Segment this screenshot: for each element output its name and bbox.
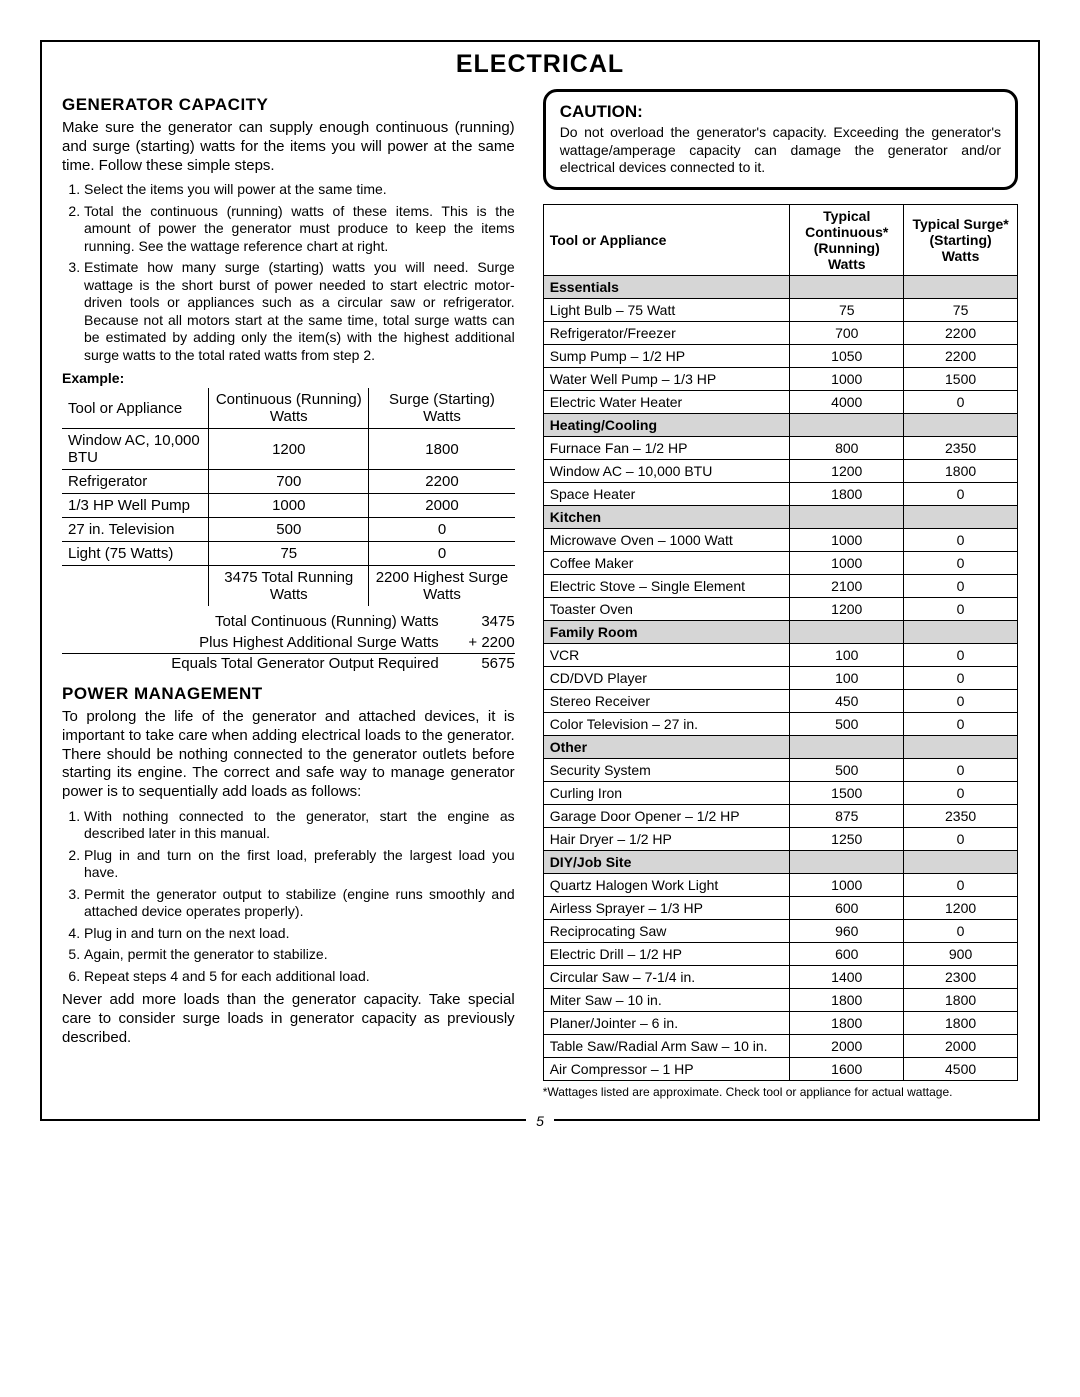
table-row: Garage Door Opener – 1/2 HP8752350 bbox=[543, 804, 1017, 827]
generator-capacity-heading: GENERATOR CAPACITY bbox=[62, 95, 515, 115]
generator-capacity-intro: Make sure the generator can supply enoug… bbox=[62, 119, 515, 175]
calc-value: + 2200 bbox=[455, 633, 515, 653]
table-row: Quartz Halogen Work Light10000 bbox=[543, 873, 1017, 896]
table-row: Light Bulb – 75 Watt7575 bbox=[543, 298, 1017, 321]
table-row: Circular Saw – 7-1/4 in.14002300 bbox=[543, 965, 1017, 988]
table-row: Security System5000 bbox=[543, 758, 1017, 781]
step-item: Plug in and turn on the next load. bbox=[84, 925, 515, 943]
table-row: Window AC – 10,000 BTU12001800 bbox=[543, 459, 1017, 482]
example-header-run: Continuous (Running) Watts bbox=[209, 388, 369, 429]
table-row: Light (75 Watts)750 bbox=[62, 542, 515, 566]
table-row: Refrigerator/Freezer7002200 bbox=[543, 321, 1017, 344]
step-item: Repeat steps 4 and 5 for each additional… bbox=[84, 968, 515, 986]
example-table: Tool or Appliance Continuous (Running) W… bbox=[62, 388, 515, 606]
example-label: Example: bbox=[62, 370, 515, 386]
right-column: CAUTION: Do not overload the generator's… bbox=[543, 89, 1018, 1099]
caution-box: CAUTION: Do not overload the generator's… bbox=[543, 89, 1018, 190]
step-item: Estimate how many surge (starting) watts… bbox=[84, 259, 515, 364]
table-row: Air Compressor – 1 HP16004500 bbox=[543, 1057, 1017, 1080]
step-item: Total the continuous (running) watts of … bbox=[84, 203, 515, 256]
page-frame: ELECTRICAL GENERATOR CAPACITY Make sure … bbox=[40, 40, 1040, 1121]
generator-capacity-steps: Select the items you will power at the s… bbox=[62, 181, 515, 364]
table-row: Stereo Receiver4500 bbox=[543, 689, 1017, 712]
category-row: DIY/Job Site bbox=[543, 850, 1017, 873]
table-row: Water Well Pump – 1/3 HP10001500 bbox=[543, 367, 1017, 390]
table-row: CD/DVD Player1000 bbox=[543, 666, 1017, 689]
table-row: Window AC, 10,000 BTU12001800 bbox=[62, 429, 515, 470]
table-totals-row: 3475 Total Running Watts2200 Highest Sur… bbox=[62, 566, 515, 607]
table-row: Miter Saw – 10 in.18001800 bbox=[543, 988, 1017, 1011]
table-row: Coffee Maker10000 bbox=[543, 551, 1017, 574]
step-item: Select the items you will power at the s… bbox=[84, 181, 515, 199]
table-row: Curling Iron15000 bbox=[543, 781, 1017, 804]
category-row: Essentials bbox=[543, 275, 1017, 298]
step-item: Again, permit the generator to stabilize… bbox=[84, 946, 515, 964]
table-row: Planer/Jointer – 6 in.18001800 bbox=[543, 1011, 1017, 1034]
category-row: Other bbox=[543, 735, 1017, 758]
caution-text: Do not overload the generator's capacity… bbox=[560, 124, 1001, 177]
power-management-outro: Never add more loads than the generator … bbox=[62, 991, 515, 1047]
calc-value: 5675 bbox=[455, 654, 515, 674]
example-header-surge: Surge (Starting) Watts bbox=[369, 388, 515, 429]
table-row: 1/3 HP Well Pump10002000 bbox=[62, 494, 515, 518]
table-row: Electric Stove – Single Element21000 bbox=[543, 574, 1017, 597]
step-item: Plug in and turn on the first load, pref… bbox=[84, 847, 515, 882]
category-row: Kitchen bbox=[543, 505, 1017, 528]
power-management-steps: With nothing connected to the generator,… bbox=[62, 808, 515, 986]
power-management-heading: POWER MANAGEMENT bbox=[62, 684, 515, 704]
calculation-summary: Total Continuous (Running) Watts 3475 Plu… bbox=[62, 612, 515, 674]
wattage-footnote: *Wattages listed are approximate. Check … bbox=[543, 1085, 1018, 1099]
category-row: Heating/Cooling bbox=[543, 413, 1017, 436]
calc-label: Plus Highest Additional Surge Watts bbox=[199, 633, 439, 653]
table-row: Airless Sprayer – 1/3 HP6001200 bbox=[543, 896, 1017, 919]
table-row: Electric Drill – 1/2 HP600900 bbox=[543, 942, 1017, 965]
two-column-layout: GENERATOR CAPACITY Make sure the generat… bbox=[62, 89, 1018, 1099]
table-row: Space Heater18000 bbox=[543, 482, 1017, 505]
calc-label: Equals Total Generator Output Required bbox=[171, 654, 438, 674]
ref-header-tool: Tool or Appliance bbox=[543, 204, 790, 275]
power-management-intro: To prolong the life of the generator and… bbox=[62, 708, 515, 802]
table-row: Reciprocating Saw9600 bbox=[543, 919, 1017, 942]
page-title: ELECTRICAL bbox=[62, 50, 1018, 79]
calc-label: Total Continuous (Running) Watts bbox=[215, 612, 439, 632]
table-row: Toaster Oven12000 bbox=[543, 597, 1017, 620]
ref-header-surge: Typical Surge* (Starting) Watts bbox=[904, 204, 1018, 275]
category-row: Family Room bbox=[543, 620, 1017, 643]
step-item: Permit the generator output to stabilize… bbox=[84, 886, 515, 921]
page-number: 5 bbox=[42, 1113, 1038, 1130]
example-header-tool: Tool or Appliance bbox=[62, 388, 209, 429]
table-row: Electric Water Heater40000 bbox=[543, 390, 1017, 413]
table-row: 27 in. Television5000 bbox=[62, 518, 515, 542]
calc-value: 3475 bbox=[455, 612, 515, 632]
wattage-reference-table: Tool or Appliance Typical Continuous* (R… bbox=[543, 204, 1018, 1081]
table-row: Hair Dryer – 1/2 HP12500 bbox=[543, 827, 1017, 850]
table-row: Furnace Fan – 1/2 HP8002350 bbox=[543, 436, 1017, 459]
table-row: Refrigerator7002200 bbox=[62, 470, 515, 494]
step-item: With nothing connected to the generator,… bbox=[84, 808, 515, 843]
table-row: Sump Pump – 1/2 HP10502200 bbox=[543, 344, 1017, 367]
caution-title: CAUTION: bbox=[560, 102, 1001, 122]
table-row: VCR1000 bbox=[543, 643, 1017, 666]
table-row: Color Television – 27 in.5000 bbox=[543, 712, 1017, 735]
ref-header-run: Typical Continuous* (Running) Watts bbox=[790, 204, 904, 275]
table-row: Microwave Oven – 1000 Watt10000 bbox=[543, 528, 1017, 551]
left-column: GENERATOR CAPACITY Make sure the generat… bbox=[62, 89, 515, 1099]
table-row: Table Saw/Radial Arm Saw – 10 in.2000200… bbox=[543, 1034, 1017, 1057]
